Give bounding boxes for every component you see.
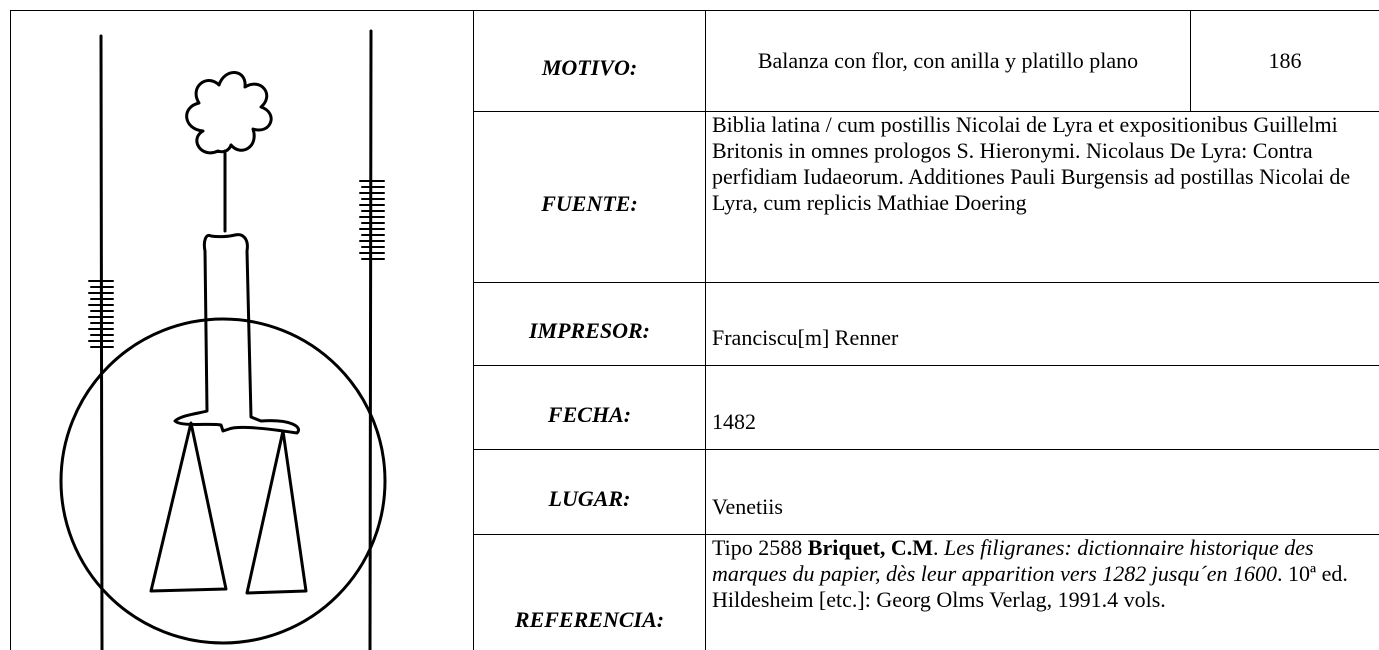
chain-line <box>368 29 373 650</box>
label: IMPRESOR: <box>473 282 706 366</box>
value: Franciscu[m] Renner <box>705 282 1379 366</box>
label: FECHA: <box>473 365 706 450</box>
value: Venetiis <box>705 449 1379 535</box>
text: Tipo 2588 <box>712 535 803 560</box>
row: IMPRESOR: Franciscu[m] Renner <box>11 282 1379 366</box>
watermark-drawing <box>59 29 387 650</box>
row: LUGAR: Venetiis <box>11 449 1379 535</box>
value: 1482 <box>705 365 1379 450</box>
label: LUGAR: <box>473 449 706 535</box>
book-title: Les filigranes: dictionnaire historique … <box>712 535 1314 586</box>
value: Biblia latina / cum postillis Nicolai de… <box>705 111 1379 283</box>
row: REFERENCIA: Tipo 2588 Briquet, C.M. Les … <box>11 534 1379 650</box>
text: . <box>933 535 939 560</box>
record-sheet: MOTIVO: Balanza con flor, con anilla y p… <box>10 10 1379 650</box>
reference: Tipo 2588 Briquet, C.M. Les filigranes: … <box>705 534 1379 650</box>
right-pan <box>245 429 308 595</box>
row: MOTIVO: Balanza con flor, con anilla y p… <box>10 10 1379 650</box>
value: Balanza con flor, con anilla y platillo … <box>705 10 1191 112</box>
watermark-cell <box>10 10 474 650</box>
text: . 10ª ed. Hildesheim [etc.]: Georg Olms … <box>712 561 1348 612</box>
balance-beam <box>173 233 300 435</box>
left-pan <box>149 421 228 593</box>
hatch <box>88 180 385 348</box>
label: MOTIVO: <box>473 10 706 112</box>
row: FUENTE: Biblia latina / cum postillis Ni… <box>11 111 1379 283</box>
record-number: 186 <box>1190 10 1379 112</box>
ring <box>59 317 387 645</box>
flower <box>185 71 273 155</box>
label: REFERENCIA: <box>473 534 706 650</box>
label: FUENTE: <box>473 111 706 283</box>
row: FECHA: 1482 <box>11 365 1379 450</box>
record-table: MOTIVO: Balanza con flor, con anilla y p… <box>10 10 1379 650</box>
author: Briquet, C.M <box>807 535 934 560</box>
chain-line <box>99 34 104 650</box>
